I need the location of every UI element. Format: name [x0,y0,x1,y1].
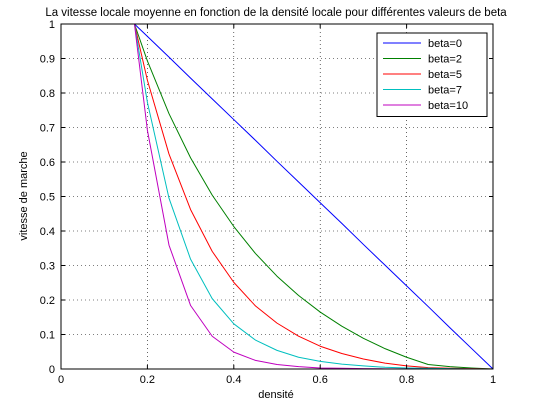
y-tick-label: 1 [49,19,55,31]
legend-label: beta=0 [428,38,462,50]
y-tick-label: 0.9 [40,54,55,66]
grid-lines [61,24,493,369]
series-line-beta-7 [61,23,494,370]
y-tick-label: 0.8 [40,88,55,100]
x-tick-label: 1 [490,374,496,386]
legend: beta=0 beta=2 beta=5 beta=7 beta=10 [376,32,488,117]
x-tick-label: 0.6 [313,374,328,386]
x-tick-label: 0 [58,374,64,386]
series-line-beta-2 [61,23,494,370]
y-tick-label: 0 [49,364,55,376]
y-tick-label: 0.6 [40,157,55,169]
axis-ticks: 0 0.2 0.4 0.6 0.8 1 0 0.1 0.2 0.3 0.4 0.5 0.6 0.7 0.8 0… [40,19,496,386]
legend-label: beta=7 [428,85,462,97]
y-tick-label: 0.3 [40,261,55,273]
series-line-beta-5 [61,23,494,370]
legend-box [376,32,488,117]
legend-label: beta=2 [428,54,462,66]
x-tick-label: 0.8 [399,374,414,386]
x-tick-label: 0.2 [140,374,155,386]
x-axis-label: densité [258,389,293,401]
y-tick-label: 0.2 [40,295,55,307]
y-tick-label: 0.7 [40,123,55,135]
y-axis-label: vitesse de marche [18,151,30,240]
y-tick-label: 0.1 [40,330,55,342]
legend-label: beta=10 [428,100,468,112]
x-tick-label: 0.4 [226,374,241,386]
legend-label: beta=5 [428,69,462,81]
chart-title: La vitesse locale moyenne en fonction de… [45,7,507,19]
y-tick-label: 0.4 [40,226,55,238]
series-line-beta-0 [61,23,494,370]
y-tick-label: 0.5 [40,192,55,204]
